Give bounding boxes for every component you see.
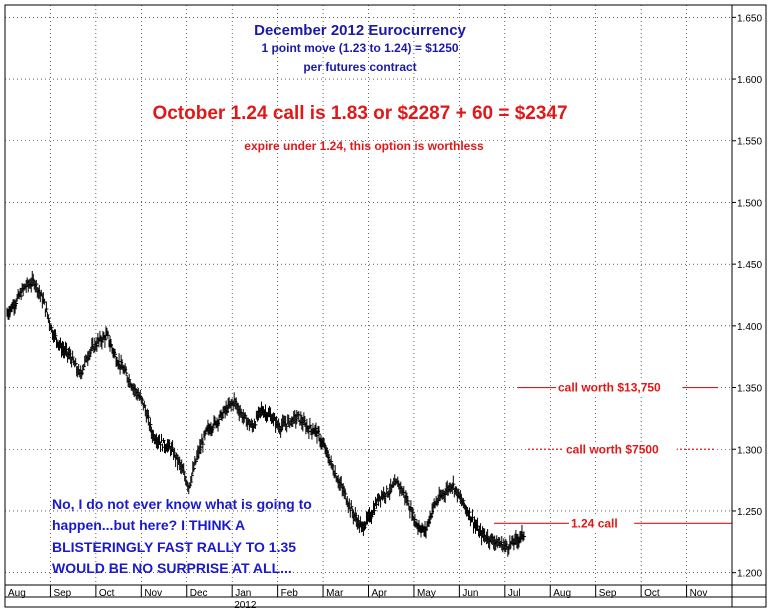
y-tick-label: 1.350 bbox=[737, 384, 762, 395]
x-axis: Aug Sep Oct Nov Dec Jan Feb Mar Apr May Jun Jul Aug S… bbox=[4, 585, 766, 611]
y-tick-label: 1.550 bbox=[737, 137, 762, 148]
x-tick-label: Mar bbox=[326, 588, 344, 599]
x-tick-label: Aug bbox=[553, 588, 571, 599]
reference-label-bg bbox=[564, 442, 677, 457]
chart-subtitle-line-1: 1 point move (1.23 to 1.24) = $1250 bbox=[261, 41, 458, 55]
y-axis: 1.650 1.600 1.550 1.500 1.450 1.400 1.350 1.300… bbox=[732, 13, 762, 580]
x-tick-label: Nov bbox=[144, 588, 162, 599]
y-tick-label: 1.250 bbox=[737, 507, 762, 518]
forecast-note-line-1: No, I do not ever know what is going to bbox=[52, 496, 312, 512]
x-tick-label: Jun bbox=[462, 588, 478, 599]
chart-grid bbox=[5, 5, 732, 585]
headline-subnote: expire under 1.24, this option is worthl… bbox=[244, 139, 484, 153]
x-tick-label: Oct bbox=[99, 588, 115, 599]
y-tick-label: 1.500 bbox=[737, 198, 762, 209]
reference-line-label: 1.24 call bbox=[571, 516, 618, 530]
headline-annotation: October 1.24 call is 1.83 or $2287 + 60 … bbox=[152, 103, 567, 124]
x-tick-label: Jan bbox=[235, 588, 251, 599]
y-tick-label: 1.300 bbox=[737, 445, 762, 456]
x-tick-label: Sep bbox=[53, 588, 71, 599]
x-tick-label: Jul bbox=[508, 588, 521, 599]
y-tick-label: 1.400 bbox=[737, 322, 762, 333]
forecast-note-line-3: BLISTERINGLY FAST RALLY TO 1.35 bbox=[52, 539, 296, 555]
x-tick-label: Aug bbox=[8, 588, 26, 599]
x-tick-label: Oct bbox=[644, 588, 660, 599]
x-tick-label: Sep bbox=[599, 588, 617, 599]
reference-line-label: call worth $7500 bbox=[566, 442, 659, 456]
reference-lines: call worth $13,750 call worth $7500 1.24 c… bbox=[494, 380, 732, 531]
x-tick-label: Dec bbox=[190, 588, 208, 599]
x-year-label: 2012 bbox=[234, 600, 257, 611]
y-tick-label: 1.650 bbox=[737, 13, 762, 24]
x-tick-label: Nov bbox=[690, 588, 708, 599]
x-tick-label: Apr bbox=[372, 588, 388, 599]
chart-title: December 2012 Eurocurrency bbox=[254, 22, 466, 39]
y-tick-label: 1.450 bbox=[737, 260, 762, 271]
y-tick-label: 1.200 bbox=[737, 569, 762, 580]
forecast-note-line-4: WOULD BE NO SURPRISE AT ALL... bbox=[52, 560, 292, 576]
x-tick-label: May bbox=[417, 588, 436, 599]
chart-border bbox=[4, 4, 767, 608]
reference-line-label: call worth $13,750 bbox=[558, 381, 661, 395]
y-tick-label: 1.600 bbox=[737, 75, 762, 86]
reference-label-bg bbox=[556, 380, 683, 395]
price-bars bbox=[6, 270, 526, 557]
x-tick-label: Feb bbox=[281, 588, 299, 599]
reference-label-bg bbox=[569, 516, 635, 531]
forecast-note-line-2: happen...but here? I THINK A bbox=[52, 517, 245, 533]
chart-subtitle-line-2: per futures contract bbox=[303, 60, 416, 74]
